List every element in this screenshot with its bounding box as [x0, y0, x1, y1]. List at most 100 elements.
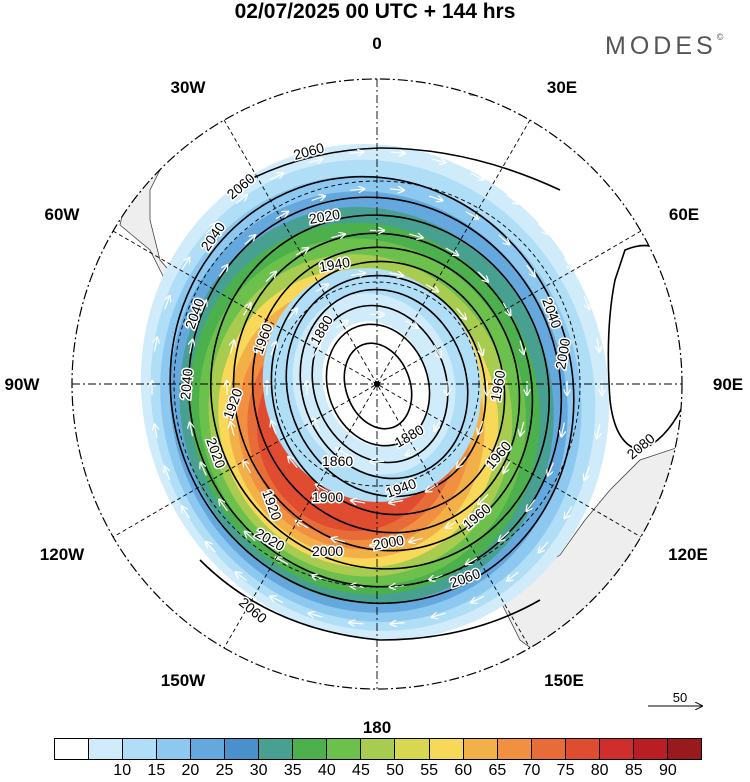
wind-arrow: [465, 211, 478, 219]
colorbar-swatch: [395, 739, 430, 759]
contour-2000: [232, 232, 534, 552]
longitude-label-150e: 150E: [544, 671, 584, 690]
wind-arrow: [520, 340, 524, 355]
colorbar-swatch: [565, 739, 600, 759]
contour-1900: [311, 304, 449, 464]
modes-logo: MODES©: [605, 32, 723, 61]
colorbar-tick-label: 30: [249, 762, 268, 779]
contour-label: 1900: [312, 489, 343, 505]
colorbar-swatch: [259, 739, 294, 759]
colorbar-tick-label: 45: [352, 762, 370, 779]
wind-arrow: [561, 339, 564, 354]
colorbar-swatch: [667, 739, 701, 759]
wind-arrow: [165, 467, 171, 481]
wind-arrow: [498, 234, 509, 244]
wind-arrow: [478, 341, 483, 355]
wind-arrow: [391, 623, 405, 624]
wind-arrow: [331, 538, 346, 542]
wind-arrow: [244, 461, 252, 474]
longitude-label-120w: 120W: [39, 545, 85, 564]
contour-label: 2000: [312, 543, 343, 559]
wind-arrow: [190, 423, 193, 437]
longitude-label-120e: 120E: [668, 545, 708, 564]
colorbar-swatch: [531, 739, 566, 759]
colorbar-tick-label: 85: [624, 762, 643, 779]
wind-arrow: [271, 342, 276, 356]
colorbar-tick-label: 35: [283, 762, 302, 779]
longitude-label-60e: 60E: [668, 205, 700, 224]
wind-arrow: [206, 542, 216, 553]
colorbar-swatch: [157, 739, 192, 759]
wind-arrow: [235, 195, 247, 205]
wind-arrow: [287, 308, 297, 320]
colorbar-tick-label: 80: [590, 762, 609, 779]
wind-arrow: [276, 557, 289, 565]
wind-arrow: [471, 595, 484, 602]
wind-arrow: [538, 223, 548, 234]
wind-arrow: [164, 296, 170, 310]
wind-arrow: [244, 235, 255, 245]
wind-arrow: [506, 194, 518, 204]
wind-arrow: [408, 234, 423, 238]
wind-arrow: [434, 418, 442, 431]
wind-arrow: [456, 308, 466, 319]
wind-arrow: [190, 340, 193, 354]
colorbar-tick-label: 90: [658, 762, 677, 779]
wind-arrow: [389, 501, 404, 504]
wind-arrow: [389, 189, 404, 190]
wind-arrow: [597, 337, 600, 352]
colorbar-tick-label: 55: [420, 762, 439, 779]
wind-arrow: [470, 172, 484, 179]
wind-arrow: [243, 303, 251, 316]
wind-arrow: [431, 159, 446, 163]
contour-2060-north: [229, 147, 561, 191]
contour-2060-south: [199, 559, 541, 641]
meridian-30e-150w: [223, 119, 531, 649]
map-title: 02/07/2025 00 UTC + 144 hrs: [234, 0, 516, 23]
meridian-60e-120w: [112, 230, 642, 538]
colorbar-tick-label: 25: [215, 762, 234, 779]
contour-1860: [343, 342, 413, 430]
colorbar-swatch: [55, 739, 90, 759]
colorbar-swatch: [599, 739, 634, 759]
wind-arrow: [181, 258, 189, 270]
wind-arrow: [389, 273, 403, 276]
colorbar-ticks: 10 15 20 25 30 35 40 45 50 55 60 65 70 75 80 85 90: [54, 762, 702, 782]
wind-arrow: [466, 556, 479, 564]
wind-arrow: [478, 420, 483, 434]
wind-arrow: [313, 419, 321, 432]
wind-arrow: [507, 571, 519, 581]
wind-arrow: [565, 506, 573, 518]
wind-arrow: [230, 422, 234, 436]
colorbar-tick-label: 10: [113, 762, 132, 779]
longitude-label-90w: 90W: [4, 375, 40, 394]
longitude-label-60w: 60W: [44, 205, 80, 224]
wind-arrow: [390, 152, 405, 153]
colorbar-tick-label: 50: [386, 762, 404, 779]
wind-arrow: [539, 541, 549, 552]
longitude-label-0: 0: [372, 34, 382, 53]
wind-arrow: [349, 623, 364, 624]
wind-arrow: [155, 338, 158, 352]
wind-arrow: [547, 300, 554, 314]
wind-arrow: [205, 224, 215, 235]
logo-text: MODES: [605, 32, 717, 60]
wind-arrow: [296, 521, 309, 529]
colorbar: [54, 738, 702, 760]
colorbar-tick-label: 60: [454, 762, 473, 779]
wind-arrow: [597, 424, 600, 439]
wind-arrow: [331, 234, 345, 238]
colorbar-tick-label: 15: [147, 762, 166, 779]
wind-arrow: [245, 532, 256, 542]
colorbar-tick-label: 40: [317, 762, 336, 779]
colorbar-tick-label: 20: [181, 762, 200, 779]
wind-arrow: [270, 173, 283, 181]
wind-arrow: [336, 448, 349, 456]
colorbar-tick-label: 65: [488, 762, 507, 779]
wind-arrow: [564, 257, 572, 270]
contour-label: 2000: [552, 337, 573, 371]
wind-arrow: [295, 248, 308, 256]
wind-arrow: [499, 531, 510, 541]
wind-arrow: [527, 499, 536, 511]
